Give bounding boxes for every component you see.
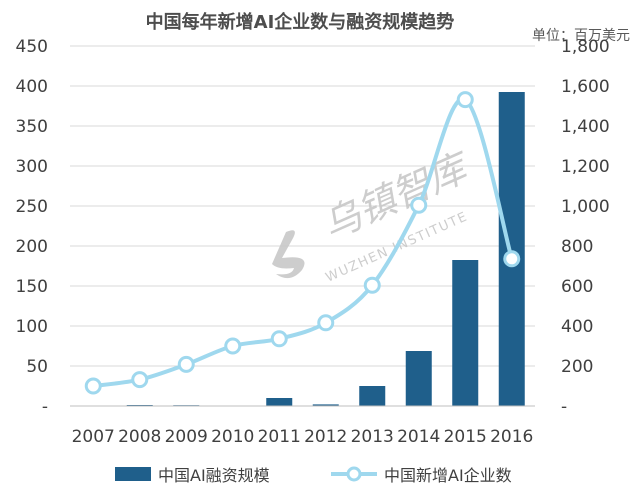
legend-swatch-marker [346,466,362,482]
line-point [270,330,288,348]
x-tick-label: 2012 [304,427,347,447]
line-point [131,371,149,389]
bar [359,386,386,406]
x-tick-label: 2010 [211,427,254,447]
y-axis-right-ticks: - 200 400 600 800 1,000 1,200 1,400 1,600 1,800 [561,37,610,417]
y-right-tick-label: 1,000 [561,197,610,217]
line-point [410,196,428,214]
y-right-tick-label: 1,400 [561,117,610,137]
y-left-tick-label: 100 [16,317,48,337]
legend-swatch-bar [115,467,151,481]
x-tick-label: 2008 [118,427,161,447]
bar [266,398,293,406]
line-point [456,91,474,109]
y-left-tick-label: - [42,397,48,417]
legend-label-line: 中国新增AI企业数 [384,466,512,485]
x-tick-label: 2015 [444,427,487,447]
y-right-tick-label: 1,600 [561,77,610,97]
y-right-tick-label: - [561,397,567,417]
y-right-tick-label: 1,200 [561,157,610,177]
watermark-brand-cn: 乌镇智库 [316,144,478,248]
line-point [84,377,102,395]
bar-series [126,92,525,406]
line-point [363,276,381,294]
watermark-logo-icon [272,230,305,279]
y-left-tick-label: 300 [16,157,48,177]
bar [452,260,479,406]
bar [405,351,432,406]
y-axis-left-ticks: - 50 100 150 200 250 300 350 400 450 [16,37,48,417]
y-right-tick-label: 600 [561,277,593,297]
x-tick-label: 2009 [165,427,208,447]
x-tick-label: 2014 [397,427,440,447]
y-right-tick-label: 800 [561,237,593,257]
legend-label-bar: 中国AI融资规模 [158,466,270,485]
line-series [84,91,521,395]
x-tick-label: 2007 [72,427,115,447]
line-point [317,314,335,332]
bar [498,92,525,406]
bar [312,404,339,406]
x-axis-ticks: 2007 2008 2009 2010 2011 2012 2013 2014 2015 2016 [72,427,534,447]
line-point [177,355,195,373]
y-left-tick-label: 200 [16,237,48,257]
y-left-tick-label: 450 [16,37,48,57]
line-point [503,250,521,268]
x-tick-label: 2011 [258,427,301,447]
unit-label: 单位：百万美元 [532,28,630,44]
line-path [92,97,514,388]
x-tick-label: 2013 [351,427,394,447]
y-right-tick-label: 200 [561,357,593,377]
x-tick-label: 2016 [490,427,533,447]
watermark: 乌镇智库 WUZHEN INSTITUTE [272,144,478,286]
legend: 中国AI融资规模 中国新增AI企业数 [115,466,512,485]
line-point [224,337,242,355]
y-left-tick-label: 400 [16,77,48,97]
y-right-tick-label: 1,800 [561,37,610,57]
y-left-tick-label: 250 [16,197,48,217]
y-left-tick-label: 350 [16,117,48,137]
y-left-tick-label: 150 [16,277,48,297]
y-right-tick-label: 400 [561,317,593,337]
chart-title: 中国每年新增AI企业数与融资规模趋势 [146,11,455,33]
y-left-tick-label: 50 [26,357,48,377]
